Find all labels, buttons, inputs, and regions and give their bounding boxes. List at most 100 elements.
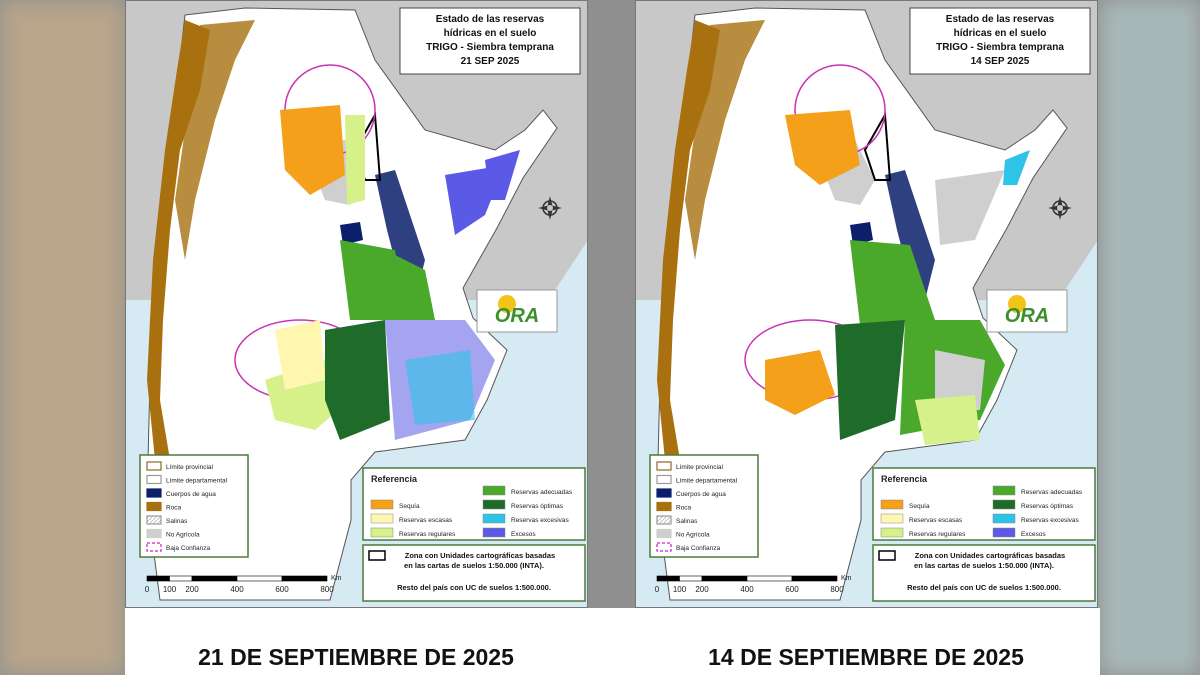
- scale-segment: [169, 575, 193, 582]
- reference-swatch: [370, 527, 394, 538]
- scale-unit: Km: [841, 575, 852, 582]
- note-swatch: [878, 550, 896, 561]
- reference-label: Reservas regulares: [399, 531, 456, 538]
- legend-swatch: [146, 528, 162, 539]
- reference-label: Reservas óptimas: [1021, 503, 1074, 510]
- map-panel: Estado de las reservas hídricas en el sue…: [635, 0, 1098, 608]
- map-panel: Estado de las reservas hídricas en el sue…: [125, 0, 588, 608]
- legend-label: Salinas: [676, 518, 698, 525]
- reference-title: Referencia: [371, 474, 418, 484]
- reference-swatch: [370, 513, 394, 524]
- logo-box: [986, 289, 1068, 333]
- title-box: [399, 7, 581, 75]
- reference-label: Excesos: [511, 531, 536, 538]
- title-line: hídricas en el suelo: [954, 28, 1047, 39]
- legend-label: Baja Confianza: [166, 545, 210, 552]
- legend-label: Límite provincial: [166, 464, 214, 471]
- reference-label: Excesos: [1021, 531, 1046, 538]
- title-line: 21 SEP 2025: [461, 56, 520, 67]
- reference-swatch: [992, 513, 1016, 524]
- reference-swatch: [482, 527, 506, 538]
- caption-band: [125, 608, 1100, 675]
- reference-label: Sequía: [399, 503, 420, 510]
- reference-swatch: [880, 499, 904, 510]
- panel-border: [125, 0, 588, 608]
- legend-swatch: [146, 461, 162, 471]
- legend-swatch: [656, 515, 672, 525]
- legend-label: Límite provincial: [676, 464, 724, 471]
- legend-label: Salinas: [166, 518, 188, 525]
- caption: 14 DE SEPTIEMBRE DE 2025: [708, 644, 1024, 670]
- legend-label: Roca: [676, 505, 692, 512]
- panel-border: [635, 0, 1098, 608]
- legend-swatch: [146, 474, 162, 485]
- scale-segment: [791, 575, 838, 582]
- scale-label: 600: [785, 585, 799, 594]
- reference-label: Reservas excesivas: [511, 517, 570, 524]
- scale-label: 100: [673, 585, 687, 594]
- reference-label: Reservas escasas: [909, 517, 963, 524]
- logo-box: [476, 289, 558, 333]
- note-box: [872, 544, 1096, 602]
- scale-label: 200: [185, 585, 199, 594]
- scale-label: 800: [830, 585, 844, 594]
- title-line: Estado de las reservas: [436, 14, 545, 25]
- legend-label: Límite departamental: [676, 478, 738, 485]
- scale-label: 0: [145, 585, 150, 594]
- scale-segment: [191, 575, 238, 582]
- legend-swatch: [656, 488, 672, 498]
- scale-segment: [746, 575, 793, 582]
- title-line: TRIGO - Siembra temprana: [936, 42, 1064, 53]
- scale-label: 400: [740, 585, 754, 594]
- reference-swatch: [482, 513, 506, 524]
- legend-swatch: [656, 461, 672, 471]
- scale-label: 0: [655, 585, 660, 594]
- reference-box: [362, 467, 586, 541]
- legend-swatch: [146, 515, 162, 525]
- legend-swatch: [656, 501, 672, 512]
- logo-sun: [1008, 295, 1026, 313]
- legend-label: Cuerpos de agua: [676, 491, 726, 498]
- reference-label: Reservas óptimas: [511, 503, 564, 510]
- reference-label: Reservas excesivas: [1021, 517, 1080, 524]
- scale-label: 200: [695, 585, 709, 594]
- scale-label: 400: [230, 585, 244, 594]
- legend-swatch: [146, 542, 162, 552]
- reference-label: Reservas adecuadas: [511, 489, 573, 496]
- scale-segment: [656, 575, 680, 582]
- legend-label: Límite departamental: [166, 478, 228, 485]
- scale-segment: [146, 575, 170, 582]
- note-line: Zona con Unidades cartográficas basadas: [915, 551, 1065, 560]
- reference-title: Referencia: [881, 474, 928, 484]
- title-box: [909, 7, 1091, 75]
- logo: ORA: [495, 305, 539, 327]
- note-line: en las cartas de suelos 1:50.000 (INTA).: [404, 561, 544, 570]
- caption: 21 DE SEPTIEMBRE DE 2025: [198, 644, 514, 670]
- note-line: Resto del país con UC de suelos 1:500.00…: [397, 583, 551, 592]
- legend-label: Cuerpos de agua: [166, 491, 216, 498]
- scale-label: 600: [275, 585, 289, 594]
- title-line: Estado de las reservas: [946, 14, 1055, 25]
- legend-swatch: [656, 542, 672, 552]
- title-line: hídricas en el suelo: [444, 28, 537, 39]
- reference-swatch: [482, 485, 506, 496]
- note-line: en las cartas de suelos 1:50.000 (INTA).: [914, 561, 1054, 570]
- reference-label: Reservas regulares: [909, 531, 966, 538]
- legend-swatch: [656, 528, 672, 539]
- logo-sun: [498, 295, 516, 313]
- reference-label: Reservas adecuadas: [1021, 489, 1083, 496]
- scale-unit: Km: [331, 575, 342, 582]
- title-line: TRIGO - Siembra temprana: [426, 42, 554, 53]
- legend-label: Roca: [166, 505, 182, 512]
- reference-swatch: [880, 527, 904, 538]
- scale-segment: [679, 575, 703, 582]
- legend-swatch: [656, 474, 672, 485]
- reference-swatch: [992, 485, 1016, 496]
- note-line: Zona con Unidades cartográficas basadas: [405, 551, 555, 560]
- scale-segment: [701, 575, 748, 582]
- legend-swatch: [146, 501, 162, 512]
- note-swatch: [368, 550, 386, 561]
